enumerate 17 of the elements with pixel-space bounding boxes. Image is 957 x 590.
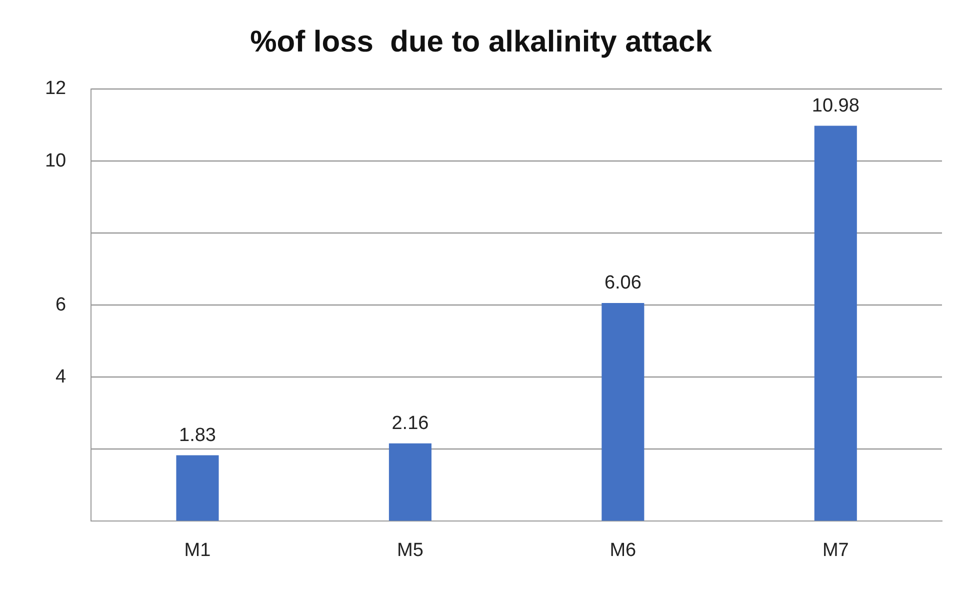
data-label: 6.06: [604, 272, 642, 294]
y-tick-label: 6: [56, 294, 66, 316]
y-tick-label: 4: [56, 366, 67, 388]
y-tick-label: 12: [44, 78, 66, 100]
bar: [814, 126, 857, 521]
x-tick-label: M1: [184, 540, 211, 561]
bar: [388, 443, 432, 521]
data-label: 10.98: [812, 95, 860, 116]
x-tick-label: M5: [397, 540, 424, 561]
data-label: 1.83: [179, 425, 216, 446]
data-label: 2.16: [392, 413, 429, 434]
chart-title: %of loss due to alkalinity attack: [250, 25, 712, 58]
y-tick-label: 10: [44, 150, 66, 172]
x-tick-label: M7: [822, 540, 849, 561]
bar: [602, 302, 644, 521]
bar: [176, 455, 219, 521]
x-tick-label: M6: [610, 540, 636, 561]
